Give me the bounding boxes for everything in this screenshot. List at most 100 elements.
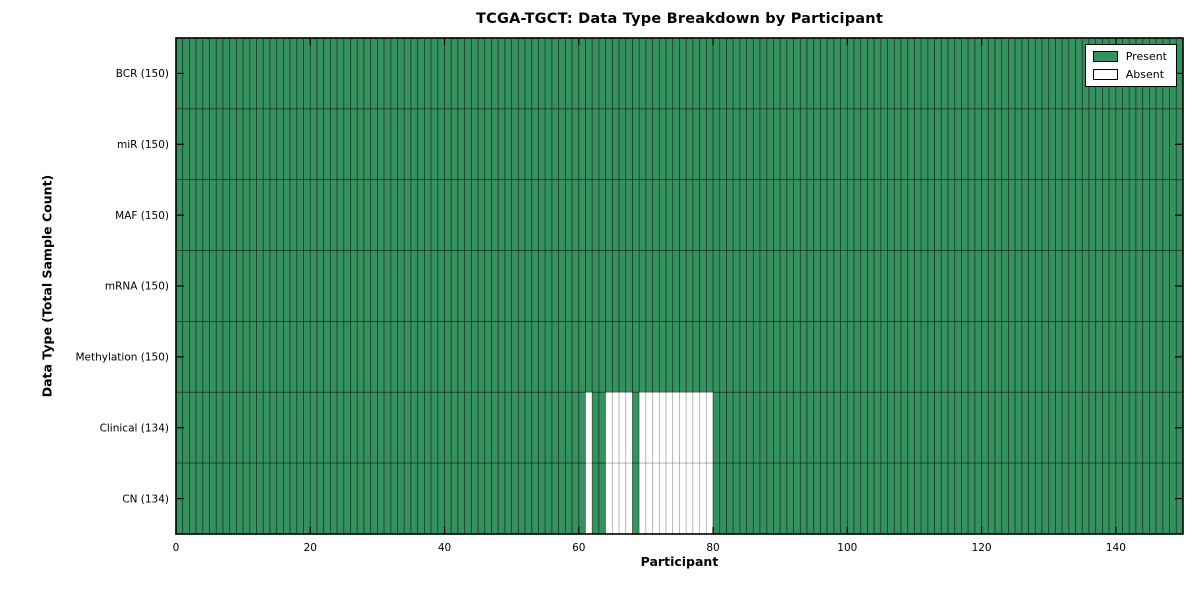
matrix-cell — [1048, 462, 1056, 535]
matrix-cell — [820, 250, 828, 322]
matrix-cell — [229, 462, 237, 535]
matrix-cell — [269, 462, 278, 535]
matrix-cell — [242, 108, 251, 181]
matrix-cell — [752, 391, 761, 464]
matrix-cell — [309, 37, 318, 110]
matrix-cell — [276, 321, 284, 393]
matrix-cell — [605, 108, 613, 181]
matrix-cell — [350, 321, 358, 393]
matrix-cell — [685, 37, 694, 110]
matrix-cell — [726, 108, 734, 181]
matrix-cell — [732, 250, 741, 322]
matrix-cell — [477, 250, 486, 322]
matrix-cell — [658, 37, 667, 110]
matrix-cell — [658, 321, 667, 393]
matrix-cell — [692, 321, 701, 393]
matrix-cell — [1122, 391, 1130, 464]
row-mRNA — [175, 250, 1184, 322]
matrix-cell — [1149, 391, 1157, 464]
matrix-cell — [564, 462, 573, 535]
matrix-cell — [423, 179, 432, 251]
matrix-cell — [410, 321, 419, 393]
matrix-cell — [840, 179, 848, 251]
matrix-cell — [1142, 321, 1150, 393]
matrix-cell — [605, 179, 613, 251]
matrix-cell — [705, 108, 714, 181]
matrix-cell — [249, 108, 257, 181]
matrix-cell — [820, 37, 828, 110]
matrix-cell — [752, 108, 761, 181]
matrix-cell — [813, 179, 821, 251]
matrix-cell — [430, 462, 439, 535]
matrix-cell — [470, 37, 479, 110]
matrix-cell — [430, 321, 439, 393]
matrix-cell — [222, 321, 231, 393]
matrix-cell — [269, 391, 278, 464]
matrix-cell — [934, 391, 942, 464]
matrix-cell — [1055, 250, 1063, 322]
matrix-cell — [846, 391, 855, 464]
matrix-cell — [833, 250, 842, 322]
matrix-cell — [1048, 391, 1056, 464]
matrix-cell — [524, 462, 533, 535]
matrix-cell — [222, 250, 231, 322]
matrix-cell — [1041, 179, 1050, 251]
matrix-cell — [1081, 108, 1090, 181]
matrix-cell — [752, 321, 761, 393]
matrix-cell — [1068, 391, 1076, 464]
matrix-cell — [564, 250, 573, 322]
matrix-cell — [330, 391, 338, 464]
matrix-cell — [685, 321, 694, 393]
matrix-cell — [423, 37, 432, 110]
matrix-cell — [316, 179, 325, 251]
matrix-cell — [222, 37, 231, 110]
matrix-cell — [987, 179, 996, 251]
matrix-cell — [283, 462, 291, 535]
matrix-cell — [860, 462, 868, 535]
matrix-cell — [826, 250, 835, 322]
matrix-cell — [679, 462, 687, 535]
matrix-cell — [652, 462, 660, 535]
matrix-cell — [538, 250, 546, 322]
matrix-cell — [1149, 179, 1157, 251]
matrix-cell — [746, 250, 754, 322]
matrix-cell — [739, 462, 748, 535]
matrix-cell — [813, 391, 821, 464]
matrix-cell — [242, 321, 251, 393]
matrix-cell — [1081, 250, 1090, 322]
matrix-cell — [511, 462, 519, 535]
matrix-cell — [189, 108, 197, 181]
matrix-cell — [464, 391, 472, 464]
matrix-cell — [665, 321, 674, 393]
matrix-cell — [390, 462, 398, 535]
matrix-cell — [343, 37, 351, 110]
matrix-cell — [880, 250, 889, 322]
matrix-cell — [303, 37, 311, 110]
matrix-cell — [336, 462, 345, 535]
matrix-cell — [444, 108, 452, 181]
matrix-cell — [1135, 179, 1144, 251]
matrix-cell — [981, 462, 989, 535]
row-BCR — [175, 37, 1184, 110]
matrix-cell — [893, 108, 902, 181]
matrix-cell — [773, 37, 781, 110]
matrix-cell — [417, 321, 425, 393]
matrix-cell — [719, 321, 727, 393]
matrix-cell — [564, 108, 573, 181]
matrix-cell — [994, 462, 1003, 535]
matrix-cell — [1162, 321, 1170, 393]
matrix-cell — [920, 108, 929, 181]
matrix-cell — [665, 37, 674, 110]
matrix-cell — [618, 462, 627, 535]
matrix-cell — [954, 321, 962, 393]
matrix-cell — [558, 462, 566, 535]
matrix-cell — [1108, 321, 1117, 393]
matrix-cell — [551, 37, 560, 110]
matrix-cell — [887, 391, 895, 464]
matrix-cell — [356, 179, 365, 251]
matrix-cell — [1028, 391, 1036, 464]
matrix-cell — [867, 179, 875, 251]
matrix-cell — [611, 108, 620, 181]
matrix-cell — [920, 462, 929, 535]
